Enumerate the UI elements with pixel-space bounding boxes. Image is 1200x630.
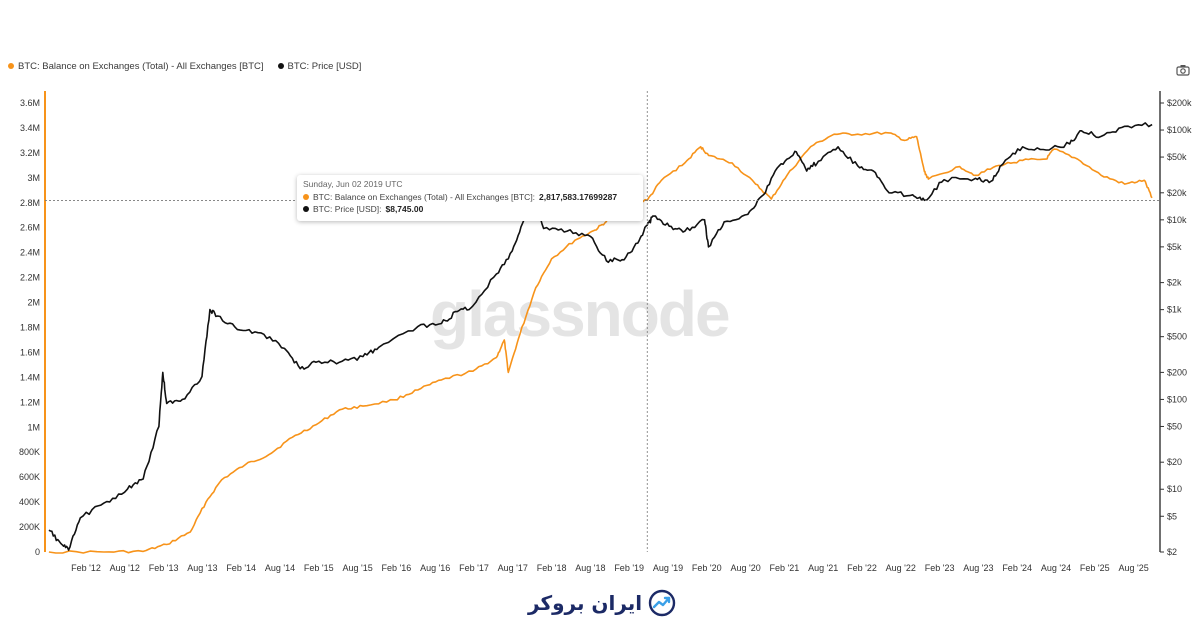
left-tick-label: 3.2M [20,148,40,158]
x-tick-label: Aug '19 [653,563,683,573]
x-tick-label: Feb '18 [537,563,567,573]
right-tick-label: $50k [1167,152,1187,162]
right-axis: $2 $5 $10 $20 $50 $100 $200 $500 $1k $2k $5k $10k $2… [1159,91,1192,557]
left-tick-label: 2.2M [20,273,40,283]
left-tick-label: 2.8M [20,198,40,208]
right-tick-label: $1k [1167,305,1182,315]
x-tick-label: Feb '15 [304,563,334,573]
tooltip-dot-price [303,206,309,212]
legend-item-price[interactable]: BTC: Price [USD] [277,60,362,72]
legend-dot-balance [8,63,14,69]
x-tick-label: Aug '25 [1118,563,1148,573]
tooltip-price-value: $8,745.00 [385,204,424,214]
x-tick-label: Feb '23 [925,563,955,573]
x-tick-label: Feb '25 [1080,563,1110,573]
left-tick-label: 1.4M [20,372,40,382]
left-tick-label: 400K [19,497,40,507]
tooltip-balance-label: BTC: Balance on Exchanges (Total) - All … [313,192,536,202]
series-price-line [48,122,1153,551]
right-tick-label: $5k [1167,242,1182,252]
left-tick-label: 3.4M [20,123,40,133]
right-tick-label: $100k [1167,125,1192,135]
x-tick-label: Aug '23 [963,563,993,573]
tooltip-balance-value: 2,817,583.17699287 [539,192,618,202]
x-tick-label: Feb '17 [459,563,489,573]
left-tick-label: 600K [19,472,40,482]
x-tick-label: Aug '17 [498,563,528,573]
x-tick-label: Aug '16 [420,563,450,573]
tooltip-dot-balance [303,194,309,200]
left-tick-label: 1.2M [20,397,40,407]
right-tick-label: $10k [1167,215,1187,225]
x-tick-label: Aug '13 [187,563,217,573]
right-tick-label: $100 [1167,394,1187,404]
right-tick-label: $2k [1167,278,1182,288]
tooltip-row-balance: BTC: Balance on Exchanges (Total) - All … [303,192,637,202]
left-tick-label: 1.6M [20,347,40,357]
x-tick-label: Aug '24 [1041,563,1071,573]
x-tick-label: Aug '12 [110,563,140,573]
left-tick-label: 1M [27,422,40,432]
left-tick-label: 3.6M [20,98,40,108]
x-tick-label: Aug '14 [265,563,295,573]
legend-label-price: BTC: Price [USD] [287,60,362,72]
x-tick-label: Feb '19 [614,563,644,573]
right-tick-label: $200 [1167,367,1187,377]
tooltip-price-label: BTC: Price [USD]: [313,204,382,214]
x-tick-label: Feb '14 [226,563,256,573]
right-tick-label: $20k [1167,188,1187,198]
left-axis: 0 200K 400K 600K 800K 1M 1.2M 1.4M 1.6M 1.8M 2M 2.2… [19,91,46,557]
x-tick-label: Feb '13 [149,563,179,573]
left-tick-label: 2M [27,298,40,308]
legend: BTC: Balance on Exchanges (Total) - All … [8,58,361,74]
brand-text: ایران بروکر [528,591,643,615]
x-tick-label: Feb '24 [1002,563,1032,573]
right-tick-label: $2 [1167,547,1177,557]
x-tick-label: Feb '12 [71,563,101,573]
right-tick-label: $50 [1167,421,1182,431]
left-tick-label: 2.6M [20,223,40,233]
legend-item-balance[interactable]: BTC: Balance on Exchanges (Total) - All … [8,61,264,72]
x-axis: Feb '12 Aug '12 Feb '13 Aug '13 Feb '14 Aug '… [71,563,1149,573]
right-tick-label: $500 [1167,332,1187,342]
legend-dot-price [277,63,284,69]
x-tick-label: Aug '15 [342,563,372,573]
right-tick-label: $10 [1167,484,1182,494]
left-tick-label: 1.8M [20,323,40,333]
brand: ایران بروکر [528,588,676,618]
left-tick-label: 0 [35,547,40,557]
left-tick-label: 200K [19,522,40,532]
cursor-layer [45,91,1160,552]
camera-icon[interactable] [1176,64,1190,76]
legend-label-balance: BTC: Balance on Exchanges (Total) - All … [18,60,264,72]
x-tick-label: Feb '21 [770,563,800,573]
x-tick-label: Aug '22 [886,563,916,573]
left-tick-label: 800K [19,447,40,457]
right-tick-label: $5 [1167,511,1177,521]
left-tick-label: 2.4M [20,248,40,258]
right-tick-label: $20 [1167,457,1182,467]
x-tick-label: Feb '20 [692,563,722,573]
tooltip: Sunday, Jun 02 2019 UTC BTC: Balance on … [297,175,643,221]
x-tick-label: Aug '21 [808,563,838,573]
tooltip-row-price: BTC: Price [USD]: $8,745.00 [303,204,637,214]
x-tick-label: Feb '16 [382,563,412,573]
x-tick-label: Aug '18 [575,563,605,573]
left-tick-label: 3M [27,173,40,183]
chart-arrow-logo-icon [648,589,676,617]
x-tick-label: Aug '20 [730,563,760,573]
tooltip-date: Sunday, Jun 02 2019 UTC [303,179,403,189]
x-tick-label: Feb '22 [847,563,877,573]
right-tick-label: $200k [1167,98,1192,108]
